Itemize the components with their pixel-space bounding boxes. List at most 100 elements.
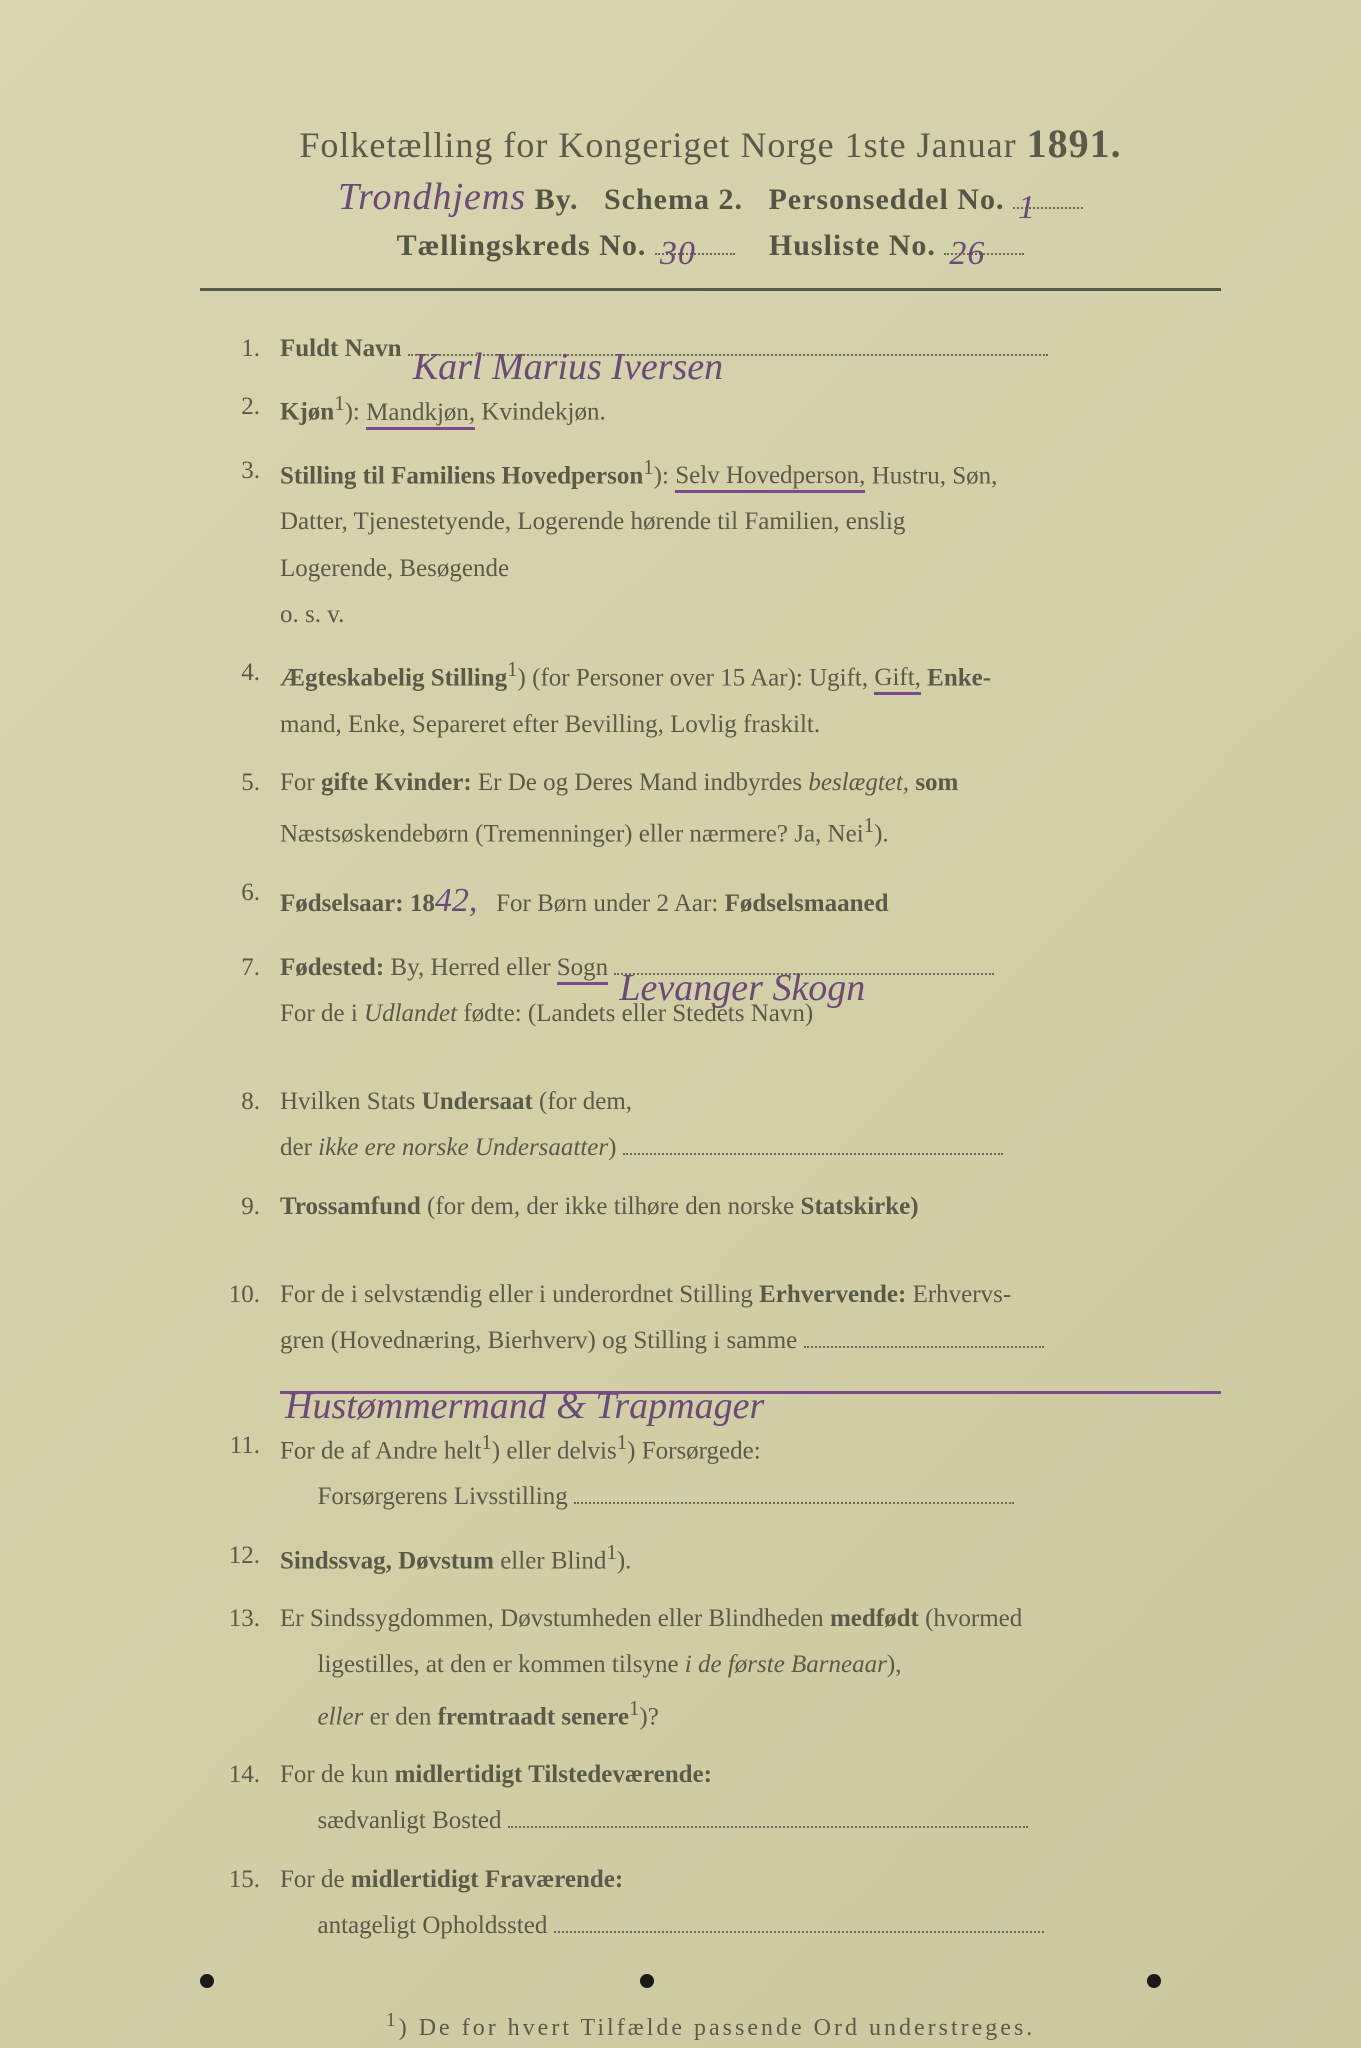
t1a: For [280,769,315,796]
label: Stilling til Familiens Hovedperson [280,462,643,489]
rest2: mand, Enke, Separeret efter Bevilling, L… [280,711,820,738]
bold-end: Statskirke) [801,1193,919,1220]
l2: antageligt Opholdssted [318,1912,548,1939]
l2a: For de i [280,1000,358,1027]
city-handwritten: Trondhjems [338,176,526,218]
item-num: 11. [200,1423,280,1521]
t2: Næstsøskendebørn (Tremenninger) eller næ… [280,821,864,848]
item-9: 9. Trossamfund (for dem, der ikke tilhør… [200,1184,1221,1230]
sup: 1 [643,455,653,479]
bold-end: Fødselsmaaned [725,890,889,917]
item-num: 6. [200,870,280,933]
item-num: 8. [200,1079,280,1172]
end: ). [617,1547,632,1574]
l1a: Er Sindssygdommen, Døvstumheden eller Bl… [280,1605,824,1632]
paren: ) (for Personer over 15 Aar): Ugift, [518,664,869,691]
birthplace-field: Levanger Skogn [614,973,994,975]
whereabouts-field [554,1931,1044,1933]
l2c: ) [608,1134,616,1161]
item-num: 7. [200,945,280,1038]
husliste-field: 26 [944,253,1024,255]
sup: 1 [864,813,874,837]
l1b: (hvormed [925,1605,1022,1632]
item-13: 13. Er Sindssygdommen, Døvstumheden elle… [200,1596,1221,1740]
label: Sindssvag, Døvstum [280,1547,494,1574]
label-suffix: ): [654,462,669,489]
rest1: Hustru, Søn, [872,462,998,489]
t1: By, Herred eller [390,954,550,981]
t1c: Er De og Deres Mand indbyrdes [478,769,802,796]
item-num: 15. [200,1857,280,1950]
l1c: (for dem, [539,1088,632,1115]
title-prefix: Folketælling for Kongeriget Norge 1ste J… [299,125,1016,165]
title-year: 1891. [1027,121,1122,166]
item-content: Hvilken Stats Undersaat (for dem, der ik… [280,1079,1221,1172]
item-12: 12. Sindssvag, Døvstum eller Blind1). [200,1533,1221,1585]
l1a: For de kun [280,1761,388,1788]
l2a: ligestilles, at den er kommen tilsyne [318,1651,679,1678]
rest1: Enke- [927,664,991,691]
taellingskreds-label: Tællingskreds No. [397,229,647,262]
rest2: Datter, Tjenestetyende, Logerende hørend… [280,508,905,535]
name-field: Karl Marius Iversen [408,354,1048,356]
personseddel-value: 1 [1018,189,1036,227]
occupation-dots1 [804,1346,1044,1348]
item-14: 14. For de kun midlertidigt Tilstedevære… [200,1752,1221,1845]
item-num: 12. [200,1533,280,1585]
punch-hole [1147,1974,1161,1988]
item-4: 4. Ægteskabelig Stilling1) (for Personer… [200,650,1221,748]
text: eller Blind [500,1547,606,1574]
l2: gren (Hovednæring, Bierhverv) og Stillin… [280,1327,797,1354]
item-content: Fuldt Navn Karl Marius Iversen [280,326,1221,372]
l1: For de i selvstændig eller i underordnet… [280,1281,753,1308]
birthplace-value: Levanger Skogn [619,953,865,1023]
item-num: 1. [200,326,280,372]
item-6: 6. Fødselsaar: 1842, For Børn under 2 Aa… [200,870,1221,933]
l1a: For de [280,1866,345,1893]
item-num: 14. [200,1752,280,1845]
census-form-page: Folketælling for Kongeriget Norge 1ste J… [0,0,1361,2048]
item-content: For gifte Kvinder: Er De og Deres Mand i… [280,760,1221,858]
gender-selected: Mandkjøn, [366,399,475,430]
item-num: 5. [200,760,280,858]
rest: For Børn under 2 Aar: [496,890,718,917]
t1b: gifte Kvinder: [321,769,472,796]
item-num: 10. [200,1272,280,1411]
by-label: By. [535,183,579,216]
sup: 1 [606,1540,616,1564]
item-15: 15. For de midlertidigt Fraværende: anta… [200,1857,1221,1950]
punch-hole [200,1974,214,1988]
undersaat-field [623,1153,1003,1155]
footnote-text: ) De for hvert Tilfælde passende Ord und… [399,2015,1036,2041]
item-num: 9. [200,1184,280,1230]
personseddel-label: Personseddel No. [768,183,1004,216]
item-content: Ægteskabelig Stilling1) (for Personer ov… [280,650,1221,748]
l2: sædvanligt Bosted [318,1807,502,1834]
rest4: o. s. v. [280,601,344,628]
item-content: For de midlertidigt Fraværende: antageli… [280,1857,1221,1950]
rest3: Logerende, Besøgende [280,555,509,582]
title-line-3: Tællingskreds No. 30 Husliste No. 26 [200,229,1221,263]
footnote-sup: 1 [386,2009,399,2031]
taellingskreds-field: 30 [655,253,735,255]
l1a: Hvilken Stats [280,1088,415,1115]
punch-hole [640,1974,654,1988]
l1b: Undersaat [422,1088,533,1115]
gender-other: Kvindekjøn. [481,399,605,426]
t1d: beslægtet, [808,769,909,796]
item-8: 8. Hvilken Stats Undersaat (for dem, der… [200,1079,1221,1172]
item-num: 4. [200,650,280,748]
marital-selected: Gift, [874,664,921,695]
gap [200,1049,1221,1079]
label-suffix: ): [345,399,360,426]
l2: Forsørgerens Livsstilling [318,1483,568,1510]
b3: fremtraadt senere [438,1703,629,1730]
l2b: ), [887,1651,902,1678]
personseddel-field: 1 [1013,207,1083,209]
item-content: Fødselsaar: 1842, For Børn under 2 Aar: … [280,870,1221,933]
item-num: 13. [200,1596,280,1740]
occupation-field: Hustømmermand & Trapmager [280,1391,1221,1394]
l3b: er den [370,1703,432,1730]
sogn-selected: Sogn [557,954,608,985]
occupation-value: Hustømmermand & Trapmager [285,1371,764,1441]
